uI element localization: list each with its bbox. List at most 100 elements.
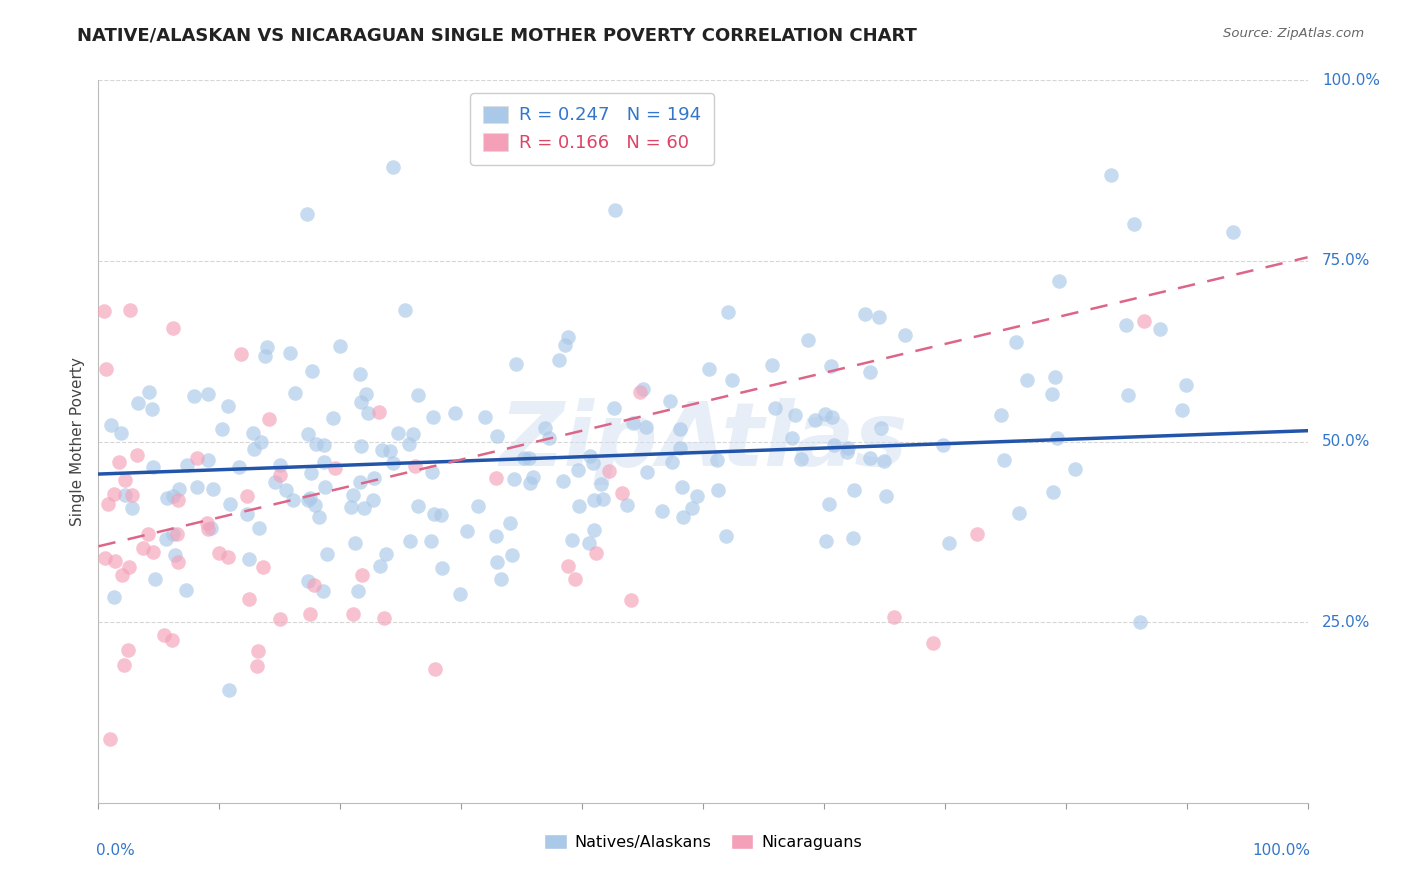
Point: [155, 532, 177, 546]
Point: [423, 662, 446, 676]
Point: [1008, 506, 1031, 520]
Point: [167, 492, 190, 507]
Point: [228, 460, 250, 475]
Point: [167, 482, 190, 496]
Point: [785, 409, 807, 423]
Point: [583, 524, 606, 538]
Point: [1129, 615, 1152, 629]
Point: [567, 499, 589, 513]
Point: [671, 480, 693, 494]
Text: 0.0%: 0.0%: [96, 843, 135, 857]
Point: [966, 527, 988, 541]
Point: [503, 472, 526, 486]
Point: [111, 568, 134, 582]
Point: [305, 436, 328, 450]
Point: [162, 321, 184, 335]
Point: [449, 587, 471, 601]
Point: [357, 406, 380, 420]
Point: [218, 683, 240, 698]
Point: [669, 422, 692, 436]
Point: [201, 482, 224, 496]
Point: [853, 307, 876, 321]
Point: [368, 558, 391, 573]
Point: [353, 500, 375, 515]
Point: [491, 572, 513, 586]
Point: [299, 607, 322, 621]
Point: [589, 476, 612, 491]
Point: [236, 507, 259, 521]
Point: [382, 457, 405, 471]
Point: [420, 465, 443, 479]
Point: [567, 463, 589, 477]
Point: [132, 541, 155, 555]
Point: [247, 521, 270, 535]
Point: [253, 349, 276, 363]
Point: [1222, 225, 1244, 239]
Point: [211, 422, 233, 436]
Point: [578, 535, 600, 549]
Point: [342, 607, 364, 621]
Point: [308, 509, 330, 524]
Point: [219, 497, 242, 511]
Point: [582, 456, 605, 470]
Point: [142, 459, 165, 474]
Point: [162, 527, 184, 541]
Point: [486, 428, 509, 442]
Point: [243, 442, 266, 457]
Point: [557, 330, 579, 344]
Point: [125, 448, 148, 462]
Text: ZipAtlas: ZipAtlas: [499, 398, 907, 485]
Point: [842, 531, 865, 545]
Point: [142, 545, 165, 559]
Point: [537, 431, 560, 445]
Point: [114, 488, 136, 502]
Point: [579, 450, 602, 464]
Point: [295, 206, 318, 220]
Point: [681, 501, 703, 516]
Point: [97, 496, 120, 510]
Point: [344, 536, 367, 550]
Point: [155, 491, 177, 505]
Point: [408, 499, 430, 513]
Point: [993, 453, 1015, 467]
Point: [138, 385, 160, 400]
Text: Source: ZipAtlas.com: Source: ZipAtlas.com: [1223, 27, 1364, 40]
Point: [315, 547, 337, 561]
Point: [430, 560, 453, 574]
Point: [284, 386, 307, 401]
Point: [200, 521, 222, 535]
Point: [547, 353, 569, 368]
Point: [633, 382, 655, 396]
Point: [717, 305, 740, 319]
Point: [868, 310, 890, 324]
Point: [519, 475, 541, 490]
Point: [238, 552, 260, 566]
Point: [1175, 378, 1198, 392]
Point: [246, 659, 269, 673]
Point: [269, 458, 291, 472]
Point: [103, 487, 125, 501]
Point: [250, 435, 273, 450]
Point: [686, 489, 709, 503]
Point: [636, 465, 658, 479]
Point: [361, 493, 384, 508]
Point: [707, 483, 730, 498]
Point: [323, 461, 346, 475]
Point: [818, 497, 841, 511]
Point: [938, 536, 960, 550]
Point: [501, 548, 523, 562]
Point: [485, 529, 508, 543]
Point: [340, 500, 363, 515]
Point: [350, 439, 373, 453]
Point: [780, 431, 803, 445]
Point: [349, 367, 371, 381]
Text: 50.0%: 50.0%: [1322, 434, 1371, 449]
Point: [143, 572, 166, 586]
Y-axis label: Single Mother Poverty: Single Mother Poverty: [70, 357, 86, 526]
Point: [873, 454, 896, 468]
Point: [197, 453, 219, 467]
Point: [342, 488, 364, 502]
Point: [1133, 314, 1156, 328]
Point: [304, 499, 326, 513]
Point: [610, 485, 633, 500]
